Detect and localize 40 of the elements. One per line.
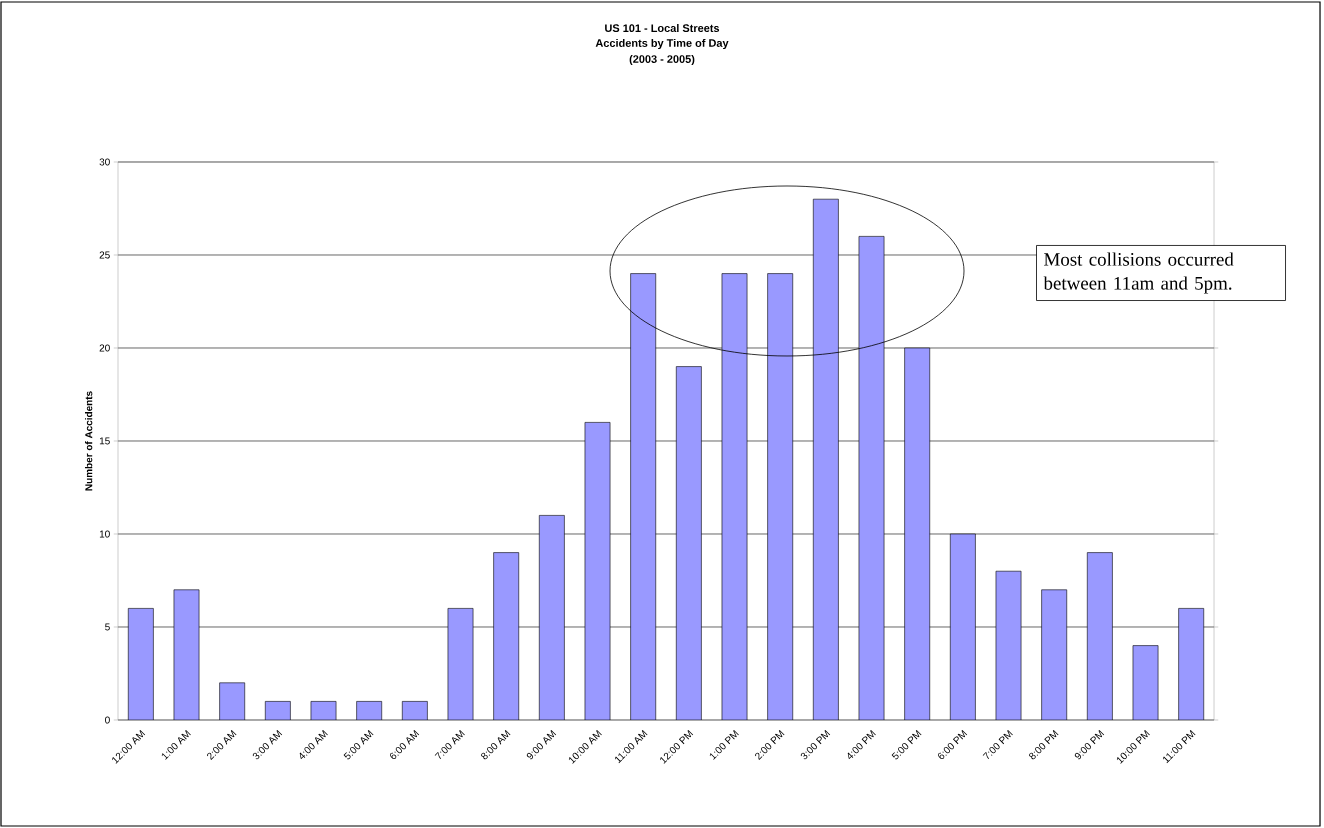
text: (2003 - 2005) [629,54,695,66]
bar [630,273,657,720]
bar [675,366,702,720]
x-tick-label: 4:00 AM [299,729,328,760]
x-tick-label: 6:00 AM [390,729,420,760]
y-tick-label: 15 [99,437,110,445]
chart-subtitle: Accidents by Time of Day [595,38,729,50]
y-tick-label: 10 [99,530,110,538]
bar [493,552,520,720]
x-tick-label: 4:00 PM [847,729,876,760]
bar [1041,589,1068,720]
x-tick-label: 3:00 AM [252,729,283,760]
bar [904,347,931,720]
bar [949,533,976,720]
x-tick-label: 7:00 AM [434,729,465,760]
y-tick-label: 20 [99,344,110,352]
annotation: Most collisions occurred between 11am and 5pm. [1043,252,1234,294]
y-axis-title: Number of Accidents [85,391,93,491]
y-tick-label: 30 [99,158,110,166]
bar [995,570,1022,720]
bar [219,682,246,720]
bar [1178,608,1205,720]
bar [538,515,565,720]
bar [447,608,474,720]
x-tick-label: 6:00 PM [938,729,968,760]
bar [858,236,885,720]
bar [127,608,154,720]
x-tick-label: 7:00 PM [982,729,1013,760]
y-tick-label: 0 [105,716,110,724]
x-tick-label: 3:00 PM [800,729,831,760]
bar [812,198,839,720]
chart-title: US 101 - Local Streets [605,23,720,33]
bar [1132,645,1159,720]
bar [721,273,748,720]
y-tick-label: 25 [99,251,110,259]
y-tick-label: 5 [105,623,110,631]
bar [767,273,794,720]
bar [173,589,200,720]
bar [1086,552,1113,720]
bar [584,422,611,720]
